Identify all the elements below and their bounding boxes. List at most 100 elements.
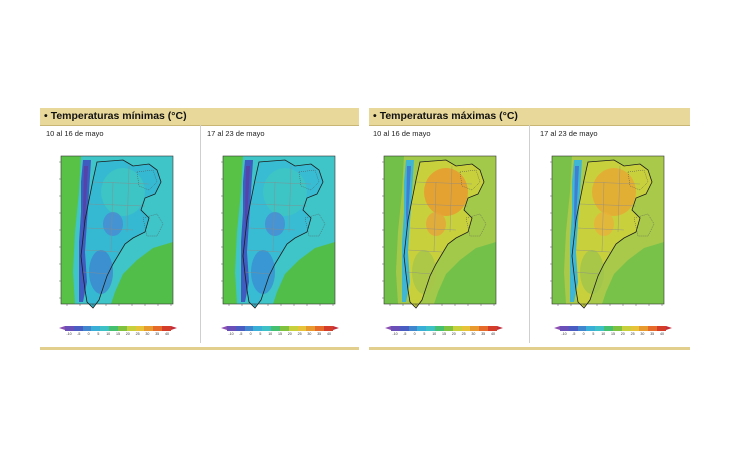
scale-swatch: [399, 326, 409, 331]
scale-tip-right: [665, 326, 672, 330]
scale-swatch: [577, 326, 587, 331]
scale-label: 20: [451, 332, 456, 336]
period-label-1: 10 al 16 de mayo: [373, 129, 431, 138]
country-outline: [571, 159, 653, 309]
scale-swatch: [91, 326, 101, 331]
scale-label: 15: [116, 332, 120, 336]
scale-swatch: [135, 326, 145, 331]
bottom-rule: [369, 347, 690, 350]
scale-swatch: [262, 326, 272, 331]
scale-label: 0: [582, 332, 585, 336]
pacific-ocean: [223, 156, 243, 304]
province-boundaries: [244, 165, 312, 275]
scale-swatch: [144, 326, 154, 331]
bullet: •: [373, 110, 377, 122]
scale-swatch: [271, 326, 280, 331]
period-label-2: 17 al 23 de mayo: [540, 129, 598, 138]
scale-swatch: [235, 326, 245, 331]
scale-label: 40: [327, 332, 331, 336]
scale-swatch: [595, 326, 605, 331]
scale-swatch: [639, 326, 649, 331]
atlantic-ocean: [434, 242, 496, 304]
scale-label: 30: [307, 332, 312, 336]
scale-swatch: [324, 326, 333, 331]
scale-label: 15: [278, 332, 282, 336]
scale-swatch: [408, 326, 418, 331]
scale-label: 40: [491, 332, 495, 336]
scale-label: 5: [259, 332, 262, 336]
scale-label: 10: [106, 332, 111, 336]
scale-label: 35: [650, 332, 655, 336]
scale-label: 30: [640, 332, 645, 336]
scale-swatch: [630, 326, 640, 331]
scale-swatch: [612, 326, 622, 331]
scale-label: 20: [125, 332, 130, 336]
scale-swatch: [82, 326, 92, 331]
andes-peak: [245, 166, 250, 232]
central-spot: [103, 212, 123, 236]
scale-label: 30: [471, 332, 476, 336]
neighbor-region: [298, 169, 320, 191]
scale-swatch: [452, 326, 462, 331]
andes-peak: [406, 166, 411, 232]
scale-label: 30: [145, 332, 150, 336]
central-spot: [265, 212, 285, 236]
title-text: Temperaturas mínimas (°C): [50, 110, 187, 122]
south-region: [251, 250, 275, 294]
title-text: Temperaturas máximas (°C): [379, 110, 518, 122]
divider: [200, 125, 201, 343]
scale-swatch: [461, 326, 471, 331]
period-label-2: 17 al 23 de mayo: [207, 129, 265, 138]
scale-swatch: [109, 326, 118, 331]
scale-label: 0: [87, 332, 90, 336]
scale-label: -10: [561, 332, 567, 336]
scale-label: 10: [601, 332, 606, 336]
scale-swatch: [306, 326, 316, 331]
country-outline: [403, 159, 485, 309]
scale-tip-right: [170, 326, 177, 330]
panel-min-temps: • Temperaturas mínimas (°C) 10 al 16 de m…: [40, 108, 359, 350]
scale-label: 25: [461, 332, 466, 336]
central-spot: [594, 212, 614, 236]
panel-title: • Temperaturas máximas (°C): [373, 110, 518, 122]
province-boundaries: [405, 165, 473, 275]
pacific-ocean: [384, 156, 404, 304]
scale-label: -5: [77, 332, 81, 336]
neighbor-region: [304, 213, 326, 237]
scale-swatch: [253, 326, 263, 331]
color-scale: -10 -5 0 5 10 15 20 25 30 35 40: [59, 326, 177, 340]
scale-label: 0: [249, 332, 252, 336]
scale-swatch: [297, 326, 307, 331]
country-outline: [242, 159, 324, 309]
andes-peak: [574, 166, 579, 232]
panel-header: • Temperaturas máximas (°C): [369, 108, 690, 125]
scale-swatch: [227, 326, 236, 331]
color-scale: -10 -5 0 5 10 15 20 25 30 35 40: [554, 326, 672, 340]
atlantic-ocean: [602, 242, 664, 304]
andes-peak: [83, 166, 88, 232]
scale-label: 35: [317, 332, 322, 336]
scale-label: -10: [66, 332, 72, 336]
atlantic-ocean: [273, 242, 335, 304]
panel-title: • Temperaturas mínimas (°C): [44, 110, 187, 122]
divider: [529, 125, 530, 343]
north-region: [101, 168, 145, 216]
central-spot: [426, 212, 446, 236]
scale-tip-right: [496, 326, 503, 330]
scale-swatch: [126, 326, 136, 331]
scale-swatch: [417, 326, 427, 331]
atlantic-ocean: [111, 242, 173, 304]
scale-swatch: [443, 326, 453, 331]
scale-tip-left: [221, 326, 227, 330]
north-region: [592, 168, 636, 216]
country-outline: [80, 159, 162, 309]
scale-swatch: [426, 326, 436, 331]
scale-label: 40: [660, 332, 664, 336]
scale-swatch: [488, 326, 497, 331]
color-scale: -10 -5 0 5 10 15 20 25 30 35 40: [385, 326, 503, 340]
scale-label: 25: [297, 332, 302, 336]
map-min-week1: [53, 152, 178, 314]
scale-swatch: [153, 326, 163, 331]
scale-swatch: [288, 326, 298, 331]
scale-label: 5: [97, 332, 100, 336]
